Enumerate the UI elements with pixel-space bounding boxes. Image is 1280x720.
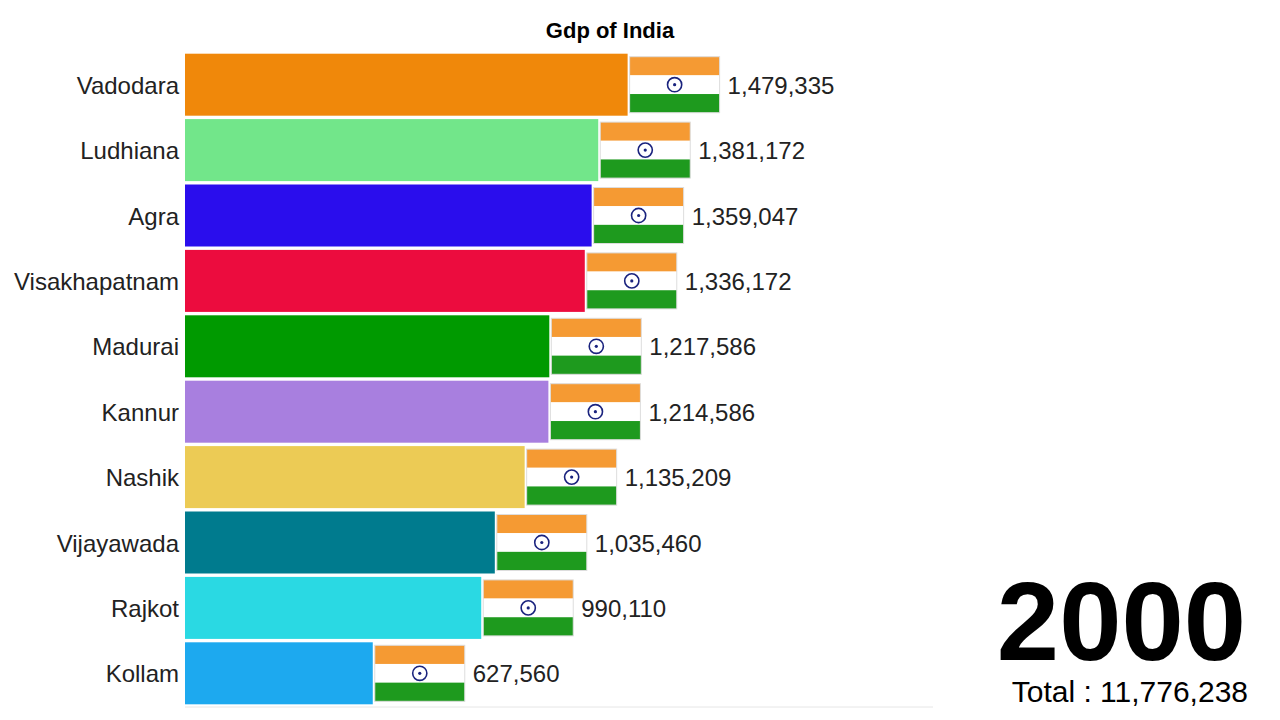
category-label: Kollam (106, 660, 179, 687)
category-label: Visakhapatnam (14, 268, 179, 295)
labels: Vadodara 1,479,335 Ludhiana 1,381,172 Agra 1,… (14, 57, 834, 702)
category-label: Vijayawada (57, 530, 180, 557)
bar (185, 512, 495, 574)
bar (185, 315, 549, 377)
bar (185, 577, 481, 639)
category-label: Agra (128, 203, 179, 230)
bar (185, 642, 373, 704)
flag-icon (594, 188, 684, 244)
bar (185, 119, 598, 181)
flag-icon (630, 57, 720, 113)
flag-icon (600, 122, 690, 178)
chart-svg: Gdp of India Vadodara 1,479,335 Ludhiana 1,3… (0, 0, 1280, 720)
year-annotation: 2000 (997, 559, 1246, 684)
value-label: 990,110 (581, 595, 666, 622)
category-label: Kannur (102, 399, 179, 426)
chart-title: Gdp of India (546, 18, 675, 43)
bar (185, 250, 585, 312)
category-label: Rajkot (111, 595, 179, 622)
flag-icon (587, 253, 677, 309)
value-label: 1,381,172 (698, 137, 805, 164)
bar (185, 185, 592, 247)
value-label: 1,359,047 (692, 203, 799, 230)
value-label: 1,135,209 (625, 464, 732, 491)
bar (185, 54, 628, 116)
category-label: Vadodara (77, 72, 180, 99)
flag-icon (375, 645, 465, 701)
value-label: 1,336,172 (685, 268, 792, 295)
bars (185, 54, 628, 705)
value-label: 627,560 (473, 660, 560, 687)
flag-icon (527, 449, 617, 505)
category-label: Ludhiana (80, 137, 179, 164)
total-annotation: Total : 11,776,238 (1012, 675, 1248, 708)
x-axis-line (185, 707, 933, 708)
bar (185, 381, 548, 443)
flag-icon (483, 580, 573, 636)
value-label: 1,214,586 (648, 399, 755, 426)
value-label: 1,479,335 (728, 72, 835, 99)
category-label: Madurai (92, 333, 179, 360)
chart-container: Gdp of India Vadodara 1,479,335 Ludhiana 1,3… (0, 0, 1280, 720)
flag-icon (551, 318, 641, 374)
value-label: 1,217,586 (649, 333, 756, 360)
bar (185, 446, 525, 508)
flag-icon (497, 515, 587, 571)
flag-icon (550, 384, 640, 440)
category-label: Nashik (106, 464, 180, 491)
value-label: 1,035,460 (595, 530, 702, 557)
